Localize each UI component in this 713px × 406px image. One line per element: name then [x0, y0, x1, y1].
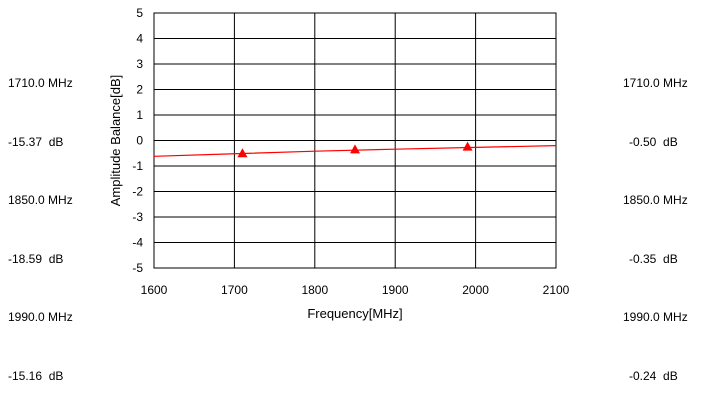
- y-tick-label: 1: [136, 108, 143, 122]
- y-tick-label: 5: [136, 6, 143, 20]
- y-tick-label: 0: [136, 134, 143, 148]
- x-tick-label: 2000: [462, 283, 489, 297]
- x-tick-label: 1600: [141, 283, 168, 297]
- amplitude-balance-chart: 5 4 3 2 1 0 -1 -2 -3 -4 -5 1600 1700 1800 1900 2000 210…: [108, 6, 570, 321]
- triangle-marker: [237, 148, 248, 158]
- y-tick-label: -5: [132, 261, 143, 275]
- right-freq-2: 1850.0 MHz: [623, 193, 688, 207]
- y-tick-label: 4: [136, 32, 143, 46]
- right-value-3: -0.24 dB: [629, 368, 678, 383]
- x-tick-label: 1900: [382, 283, 409, 297]
- plot-frame: [153, 12, 557, 269]
- right-freq-3: 1990.0 MHz: [623, 310, 688, 324]
- left-freq-2: 1850.0 MHz: [8, 193, 73, 207]
- right-readout: 1710.0 MHz -0.50 dB 1850.0 MHz -0.35 dB …: [623, 35, 688, 406]
- left-freq-3: 1990.0 MHz: [8, 310, 73, 324]
- x-tick-label: 2100: [543, 283, 570, 297]
- y-axis-label: Amplitude Balance[dB]: [108, 75, 123, 207]
- triangle-marker: [462, 141, 473, 151]
- y-tick-label: 3: [136, 57, 143, 71]
- y-tick-labels: 5 4 3 2 1 0 -1 -2 -3 -4 -5: [132, 6, 143, 275]
- y-tick-label: -2: [132, 185, 143, 199]
- left-freq-1: 1710.0 MHz: [8, 76, 73, 90]
- left-value-3: -15.16 dB: [8, 368, 64, 383]
- right-freq-1: 1710.0 MHz: [623, 76, 688, 90]
- y-tick-label: -3: [132, 210, 143, 224]
- right-value-1: -0.50 dB: [629, 134, 678, 149]
- x-tick-label: 1700: [221, 283, 248, 297]
- x-tick-label: 1800: [301, 283, 328, 297]
- y-tick-label: -1: [132, 159, 143, 173]
- grid-lines: [153, 12, 557, 269]
- left-value-2: -18.59 dB: [8, 251, 64, 266]
- right-value-2: -0.35 dB: [629, 251, 678, 266]
- x-tick-labels: 1600 1700 1800 1900 2000 2100: [141, 283, 570, 297]
- left-readout: 1710.0 MHz -15.37 dB 1850.0 MHz -18.59 d…: [8, 35, 73, 406]
- x-axis-label: Frequency[MHz]: [307, 306, 402, 321]
- left-value-1: -15.37 dB: [8, 134, 64, 149]
- triangle-marker: [350, 144, 360, 154]
- y-tick-label: -4: [132, 236, 143, 250]
- y-tick-label: 2: [136, 83, 143, 97]
- data-series: [153, 141, 557, 158]
